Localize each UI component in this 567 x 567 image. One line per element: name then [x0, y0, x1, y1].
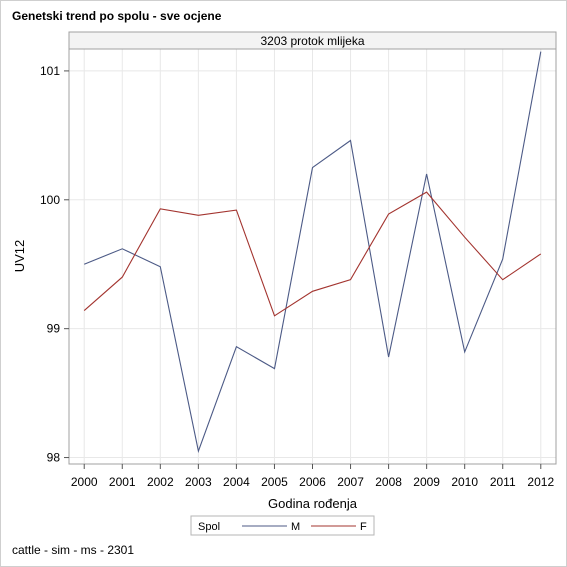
series-line-m	[83, 51, 542, 454]
x-tick-label: 2003	[185, 475, 212, 489]
x-tick-label: 2002	[147, 475, 174, 489]
x-axis-label: Godina rođenja	[268, 496, 358, 511]
x-tick-label: 2012	[527, 475, 554, 489]
x-tick-label: 2008	[375, 475, 402, 489]
grid	[69, 49, 556, 464]
x-tick-label: 2000	[71, 475, 98, 489]
x-tick-label: 2009	[413, 475, 440, 489]
y-tick-label: 101	[40, 64, 60, 78]
series-line-f	[83, 191, 542, 317]
x-tick-label: 2007	[337, 475, 364, 489]
x-tick-label: 2004	[223, 475, 250, 489]
x-tick-label: 2010	[451, 475, 478, 489]
legend-entry-f: F	[360, 521, 367, 533]
y-tick-label: 99	[47, 322, 61, 336]
y-tick-label: 98	[47, 451, 61, 465]
footnote: cattle - sim - ms - 2301	[12, 543, 135, 557]
x-tick-label: 2005	[261, 475, 288, 489]
legend-entry-m: M	[291, 521, 300, 533]
panel-header	[68, 31, 557, 50]
page-title: Genetski trend po spolu - sve ocjene	[12, 9, 222, 23]
series	[83, 51, 542, 454]
y-axis-label: UV12	[12, 240, 27, 273]
x-tick-label: 2011	[490, 475, 516, 489]
x-tick-label: 2001	[109, 475, 136, 489]
y-tick-label: 100	[40, 193, 60, 207]
legend-title: Spol	[198, 521, 220, 533]
legend: Spol M F	[190, 515, 375, 536]
panel-title: 3203 protok mlijeka	[260, 34, 364, 48]
x-tick-label: 2006	[299, 475, 326, 489]
axes: 2000 2001 2002 2003 2004 2005 2006 2007 2008 2009…	[40, 64, 554, 489]
